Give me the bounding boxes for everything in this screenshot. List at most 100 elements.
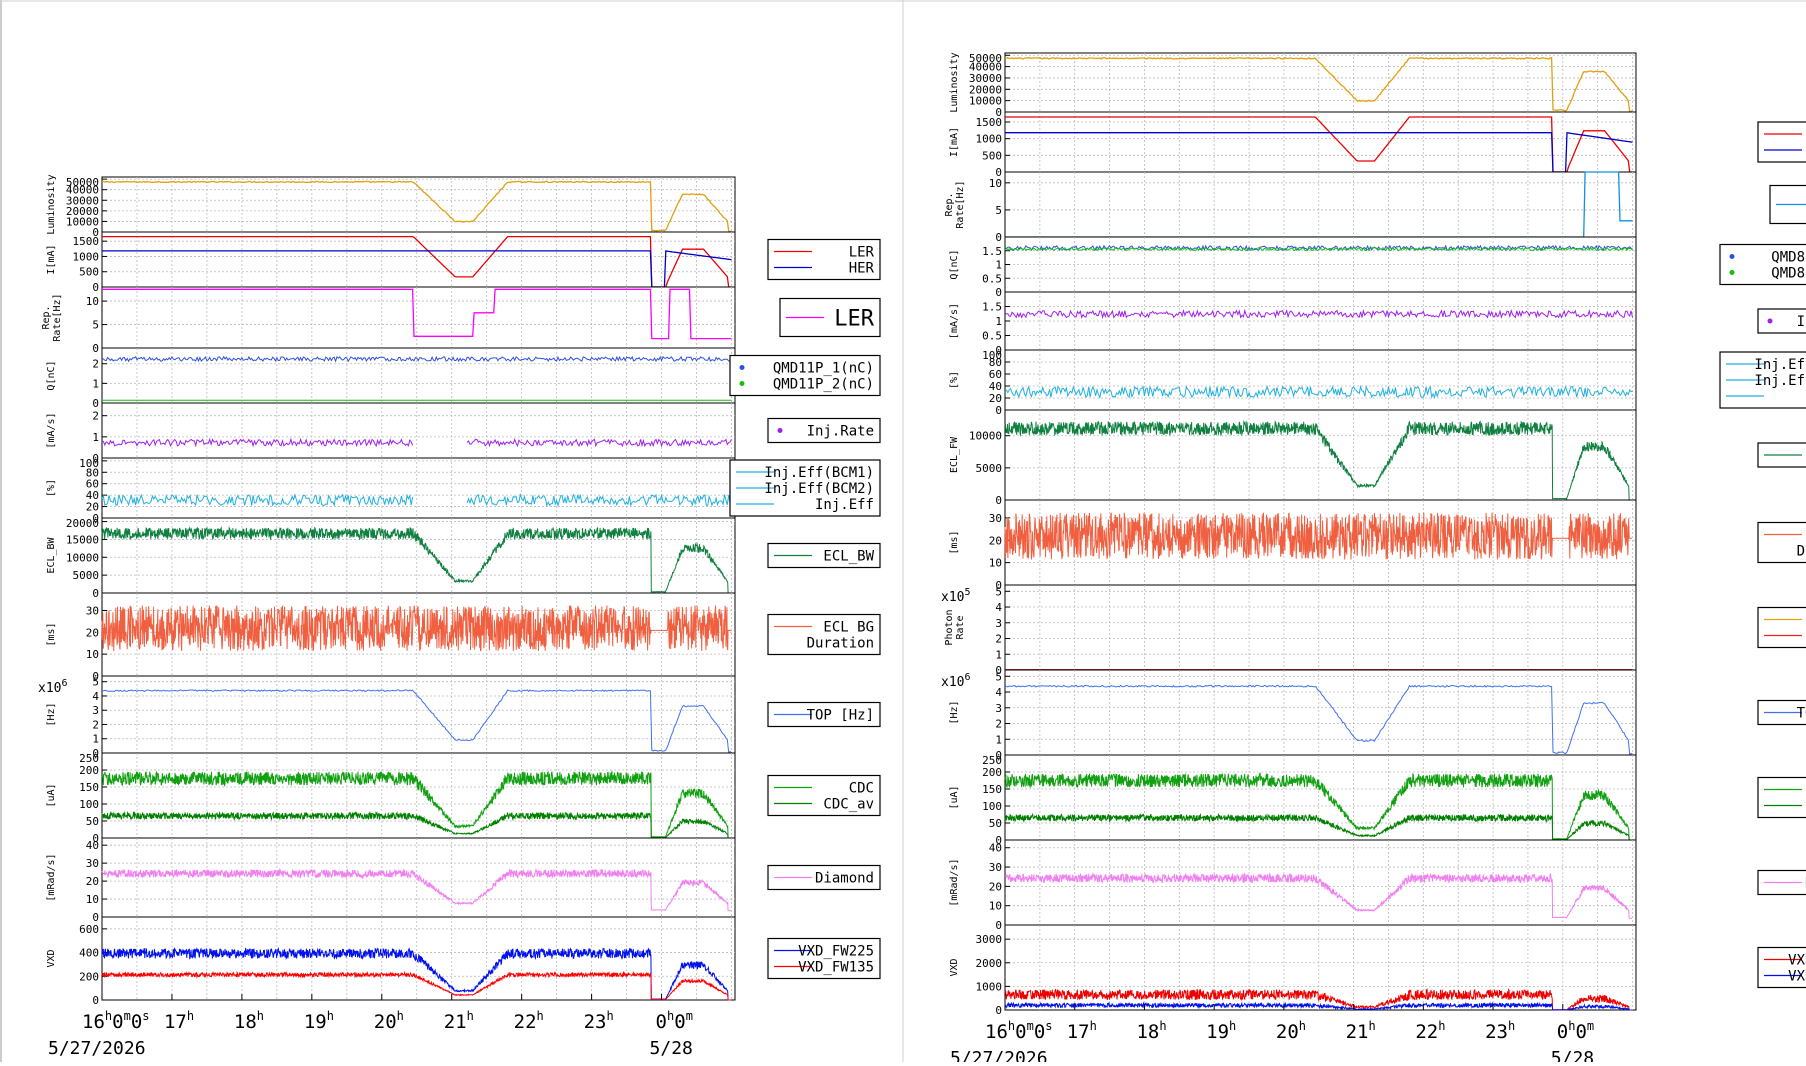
ytick-label: 10000 xyxy=(66,551,99,564)
ytick-label: 1000 xyxy=(976,980,1003,993)
grid-inj xyxy=(102,403,735,458)
yticks-cur: 0 500 1000 1500 xyxy=(976,116,1010,179)
legend-eff: Inj.Eff(BCM1)Inj.Eff(BCM2)Inj.Eff xyxy=(729,459,881,517)
ytick-label: 1000 xyxy=(976,133,1003,146)
panel-frame-dia xyxy=(101,837,736,918)
ytick-label: 80 xyxy=(86,466,99,479)
legend-top: TOP [Hz] xyxy=(767,701,881,728)
xtick-sub: h xyxy=(1568,1019,1575,1033)
ytick-label: 80 xyxy=(989,356,1002,369)
legend-label: QMD11P_2(nC) xyxy=(773,377,874,393)
yticks-dur: 0 10 20 30 xyxy=(989,512,1010,592)
ytick-label: 0 xyxy=(92,832,99,845)
ytick-label: 2 xyxy=(92,718,99,731)
ylabel-dur: [ms] xyxy=(46,622,57,646)
xtick-sub: h xyxy=(1508,1019,1515,1033)
legend-inj: Inj.Rate xyxy=(1757,308,1806,334)
xtick-sub: h xyxy=(105,1009,112,1023)
legend-box xyxy=(1757,521,1806,564)
xtick-sub: h xyxy=(1229,1019,1236,1033)
legend-inj: Inj.Rate xyxy=(767,417,881,444)
ytick-label: 1.5 xyxy=(982,301,1002,314)
ylabel-rep: Rep. xyxy=(944,192,955,216)
legend-box xyxy=(767,238,881,281)
xtick-sub: 0 xyxy=(112,1011,123,1033)
legend-box xyxy=(767,937,881,980)
yscale-exponent-top: x106 xyxy=(941,672,971,690)
ytick-label: 200 xyxy=(982,766,1002,779)
panel-frame-q xyxy=(101,347,736,404)
right-monitor-column: 01000020000300004000050000Luminosity0500… xyxy=(941,52,1806,1066)
series-q xyxy=(1004,244,1633,252)
trace-her xyxy=(102,250,732,288)
panel-dia: 0 10 20 30 40 [mRad/s] Diamond xyxy=(46,837,881,924)
grid-eff xyxy=(102,458,735,518)
series-inj xyxy=(1004,308,1633,320)
grid-ecl xyxy=(1005,410,1636,500)
ytick-label: 5 xyxy=(995,585,1002,598)
panel-frame-rep xyxy=(1004,171,1637,238)
trace-vxd-bw180 xyxy=(1004,988,1633,1011)
ytick-label: 10 xyxy=(989,177,1002,190)
series-vxd xyxy=(1004,988,1633,1011)
ytick-label: 10 xyxy=(989,557,1002,570)
legend-label: ECL_BW xyxy=(823,549,874,565)
ytick-label: 40 xyxy=(86,489,99,502)
xtick-sub: 0 xyxy=(1034,1021,1045,1043)
grid-cur xyxy=(1005,112,1636,172)
trace-ler xyxy=(102,288,732,340)
ytick-label: 4 xyxy=(995,601,1002,614)
series-cur xyxy=(1005,116,1633,173)
legend-box xyxy=(767,774,881,817)
ytick-label: 30 xyxy=(989,512,1002,525)
series-q xyxy=(101,355,732,401)
end-date-label: 5/28 xyxy=(650,1038,693,1059)
trace-diamond xyxy=(101,867,732,912)
ylabel-sr: Photon xyxy=(944,609,955,645)
legend-label: Duration xyxy=(1797,544,1806,560)
yticks-dia: 0 10 20 30 40 xyxy=(86,839,107,924)
x-axis-0: 16h0m0s 17h 18h 19h 20h 21h 22h 23h 0h0m5/27/202… xyxy=(48,994,693,1059)
grid-rep xyxy=(102,287,735,348)
ylabel-dia: [mRad/s] xyxy=(46,853,57,901)
ylabel-rep: Rep. xyxy=(41,305,52,329)
ytick-label: 0 xyxy=(995,106,1002,119)
ytick-label: 10000 xyxy=(969,95,1002,108)
grid-dia xyxy=(1005,840,1636,925)
ylabel-inj: [mA/s] xyxy=(46,412,57,448)
xtick-sub: h xyxy=(1008,1019,1015,1033)
ytick-label: 20 xyxy=(989,534,1002,547)
ytick-label: 5 xyxy=(92,676,99,689)
yscale-exponent-power: 6 xyxy=(964,672,970,683)
xtick-sub: h xyxy=(667,1009,674,1023)
panel-frame-cur xyxy=(101,231,736,288)
legend-box xyxy=(1719,243,1806,286)
legend-marker xyxy=(739,365,745,370)
yticks-vxd: 0 200 400 600 xyxy=(79,923,107,1007)
legend-top: TOP [Hz] xyxy=(1757,699,1806,726)
ytick-label: 600 xyxy=(79,923,99,936)
left-monitor-column: 01000020000300004000050000Luminosity0500… xyxy=(38,174,881,1059)
ytick-label: 3 xyxy=(92,704,99,717)
ytick-label: 0 xyxy=(995,749,1002,762)
ytick-label: 0 xyxy=(92,226,99,239)
xtick-sub: 0 xyxy=(1015,1021,1026,1043)
ytick-label: 20000 xyxy=(66,205,99,218)
xtick-sub: m xyxy=(1027,1019,1034,1033)
ytick-label: 100 xyxy=(79,798,99,811)
ytick-label: 30 xyxy=(86,857,99,870)
legend-q: QMD11P_1(nC)QMD11P_2(nC) xyxy=(729,354,881,397)
series-dia xyxy=(101,867,732,912)
panel-frame-eff xyxy=(1004,349,1637,411)
panel-ecl: 0 5000 10000 ECL_FW ECL_FW xyxy=(949,409,1806,507)
legend-label: CDC xyxy=(849,781,874,797)
panel-inj: 00.5 11.5 [mA/s] Inj.Rate xyxy=(949,291,1806,357)
